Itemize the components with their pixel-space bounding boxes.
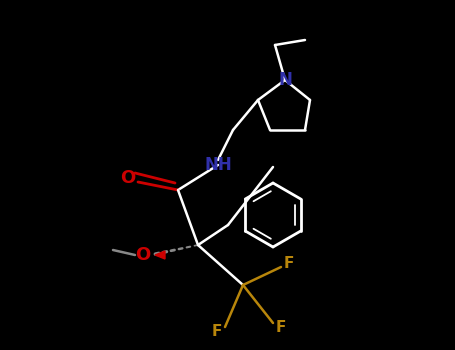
- Text: F: F: [276, 321, 286, 336]
- Polygon shape: [155, 251, 165, 259]
- Text: N: N: [278, 71, 292, 89]
- Text: O: O: [121, 169, 136, 187]
- Text: F: F: [284, 257, 294, 272]
- Text: F: F: [212, 324, 222, 339]
- Text: O: O: [136, 246, 151, 264]
- Text: NH: NH: [204, 156, 232, 174]
